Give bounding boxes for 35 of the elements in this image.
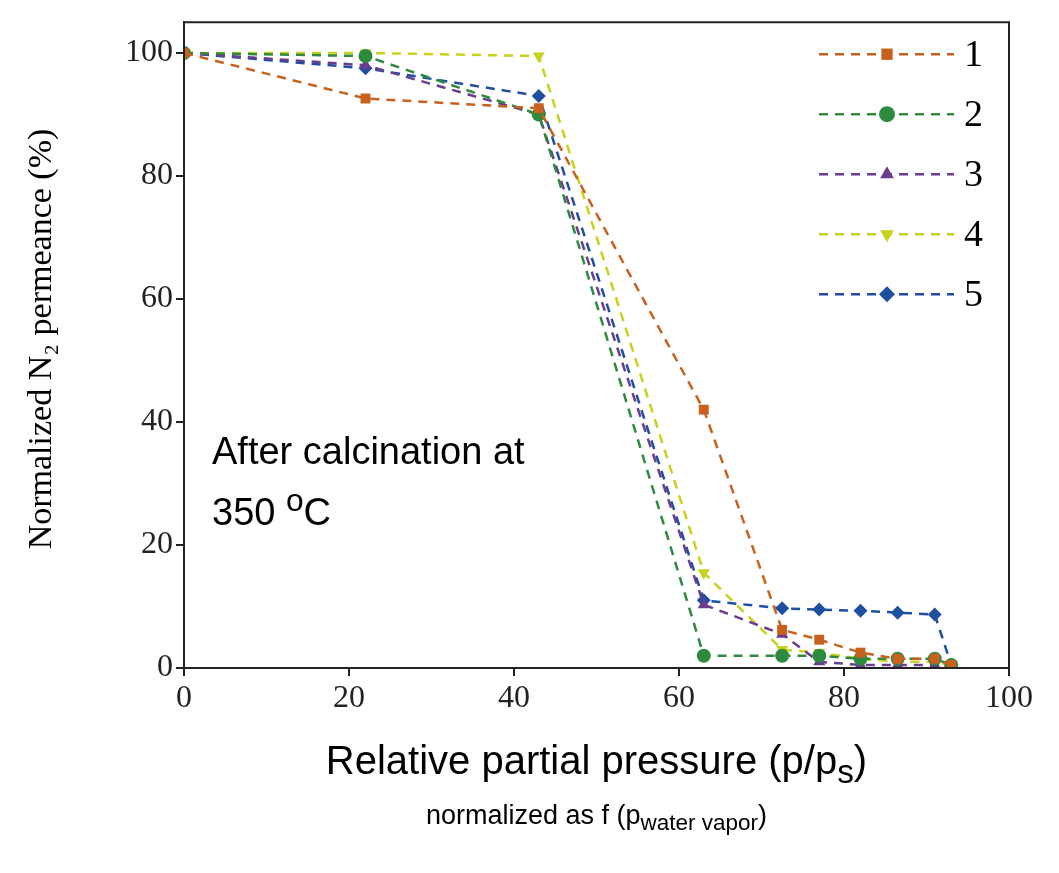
point bbox=[532, 52, 545, 64]
x-tick-label: 80 bbox=[828, 677, 860, 714]
legend-label: 2 bbox=[964, 92, 983, 135]
annotation: After calcination at 350 $^{o}$C bbox=[212, 429, 526, 535]
x-tick-label: 20 bbox=[333, 677, 365, 714]
x-tick-label: 100 bbox=[985, 677, 1033, 714]
legend-label: 3 bbox=[964, 152, 983, 195]
x-axis-title: Relative partial pressure (p/p$_{s}$) bbox=[324, 738, 869, 791]
point bbox=[533, 103, 544, 114]
point bbox=[775, 601, 790, 616]
y-tick-label: 80 bbox=[141, 155, 173, 192]
y-tick-label: 0 bbox=[157, 647, 173, 684]
point bbox=[927, 607, 942, 622]
point bbox=[814, 634, 825, 645]
point bbox=[698, 404, 709, 415]
point bbox=[853, 603, 868, 618]
point bbox=[531, 89, 546, 104]
x-tick-label: 40 bbox=[498, 677, 530, 714]
y-axis-title: Normalized N₂ permeance (%) bbox=[21, 127, 59, 552]
y-tick-label: 60 bbox=[141, 278, 173, 315]
point bbox=[812, 602, 827, 617]
point bbox=[358, 49, 373, 64]
point bbox=[855, 647, 866, 658]
legend-label: 4 bbox=[964, 212, 983, 255]
y-tick-label: 40 bbox=[141, 401, 173, 438]
legend-label: 1 bbox=[964, 32, 983, 75]
point bbox=[890, 605, 905, 620]
point bbox=[697, 597, 710, 609]
x-tick-label: 60 bbox=[663, 677, 695, 714]
y-tick-label: 100 bbox=[125, 32, 173, 69]
y-tick-label: 20 bbox=[141, 524, 173, 561]
point bbox=[775, 648, 790, 663]
legend-label: 5 bbox=[964, 272, 983, 315]
point bbox=[696, 648, 711, 663]
text: normalized as f (p$_{water vapor}$) bbox=[424, 800, 769, 837]
